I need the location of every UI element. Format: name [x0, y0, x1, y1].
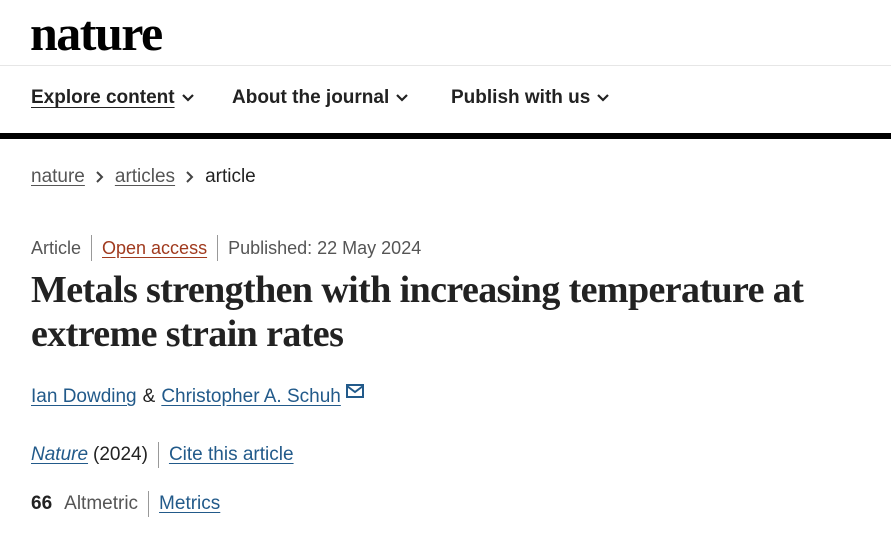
chevron [396, 94, 409, 102]
divider [0, 65, 891, 66]
author-link[interactable]: Ian Dowding [31, 386, 137, 407]
cite-link[interactable]: Cite this article [168, 444, 294, 465]
altmetric-label: Altmetric [64, 493, 139, 514]
nav-label[interactable]: About the journal [232, 87, 390, 108]
metrics-link[interactable]: Metrics [159, 493, 221, 514]
journal-link[interactable]: Nature [31, 444, 89, 465]
authors: Ian Dowding & Christopher A. Schuh [31, 384, 367, 408]
separator [148, 491, 150, 517]
separator [217, 235, 219, 261]
author-separator: & [142, 386, 156, 407]
article-meta: Article Open access Published: 22 May 20… [31, 235, 421, 261]
separator [91, 235, 93, 261]
email-icon[interactable] [345, 382, 367, 402]
nav-item[interactable]: Explore content [31, 87, 195, 109]
breadcrumb-link[interactable]: nature [31, 166, 85, 187]
logo[interactable]: nature [30, 5, 163, 61]
chevron [597, 94, 610, 102]
open-access-link[interactable]: Open access [102, 237, 208, 258]
nav-item[interactable]: About the journal [232, 87, 409, 109]
citation-year: (2024) [93, 444, 148, 465]
nav-label[interactable]: Explore content [31, 87, 175, 108]
nav-item[interactable]: Publish with us [451, 87, 610, 109]
nav-label[interactable]: Publish with us [451, 87, 591, 108]
author-link[interactable]: Christopher A. Schuh [161, 386, 341, 407]
article-title: Metals strengthen with increasing temper… [31, 269, 804, 355]
article-type: Article [31, 237, 82, 258]
chevron [96, 171, 104, 183]
breadcrumb-link[interactable]: articles [114, 166, 176, 187]
altmetric-score: 66 [31, 493, 53, 514]
separator [157, 442, 159, 468]
header-bar [0, 133, 891, 139]
metrics: 66 Altmetric Metrics [31, 491, 220, 517]
breadcrumb: nature articles article [31, 166, 256, 188]
breadcrumb-current: article [205, 166, 256, 187]
published-date: Published: 22 May 2024 [228, 237, 422, 258]
chevron [181, 94, 194, 102]
citation: Nature (2024) Cite this article [31, 442, 294, 468]
chevron [186, 171, 194, 183]
